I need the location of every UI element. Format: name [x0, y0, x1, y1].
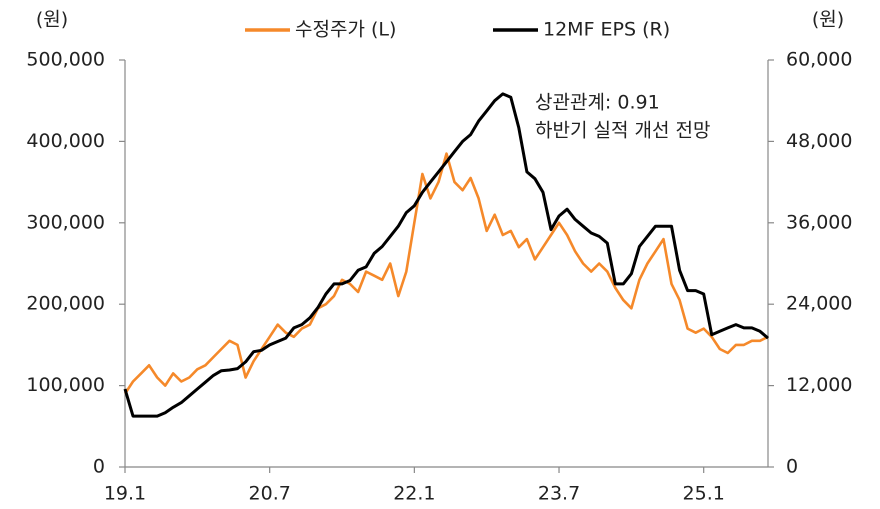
y-unit-right: (원) [812, 9, 844, 31]
y-unit-left: (원) [36, 9, 68, 31]
x-tick-label: 23.7 [538, 483, 580, 505]
y-tick-label: 400,000 [26, 130, 105, 152]
y2-tick-label: 48,000 [786, 130, 852, 152]
x-tick-label: 19.1 [104, 483, 146, 505]
y-tick-label: 300,000 [26, 211, 105, 233]
legend-label: 12MF EPS (R) [543, 19, 670, 41]
y-tick-label: 200,000 [26, 293, 105, 315]
y2-tick-label: 36,000 [786, 211, 852, 233]
y2-tick-label: 12,000 [786, 374, 852, 396]
x-tick-label: 20.7 [249, 483, 291, 505]
y2-tick-label: 60,000 [786, 49, 852, 71]
annotation: 하반기 실적 개선 전망 [535, 120, 710, 142]
y-tick-label: 0 [93, 456, 105, 478]
legend-label: 수정주가 (L) [295, 19, 396, 41]
y2-tick-label: 0 [786, 456, 798, 478]
x-tick-label: 22.1 [393, 483, 435, 505]
y-tick-label: 500,000 [26, 49, 105, 71]
line-series [123, 92, 769, 418]
x-tick-label: 25.1 [683, 483, 725, 505]
annotation: 상관관계: 0.91 [535, 92, 660, 114]
line-series [123, 152, 769, 395]
y2-tick-label: 24,000 [786, 293, 852, 315]
y-tick-label: 100,000 [26, 374, 105, 396]
